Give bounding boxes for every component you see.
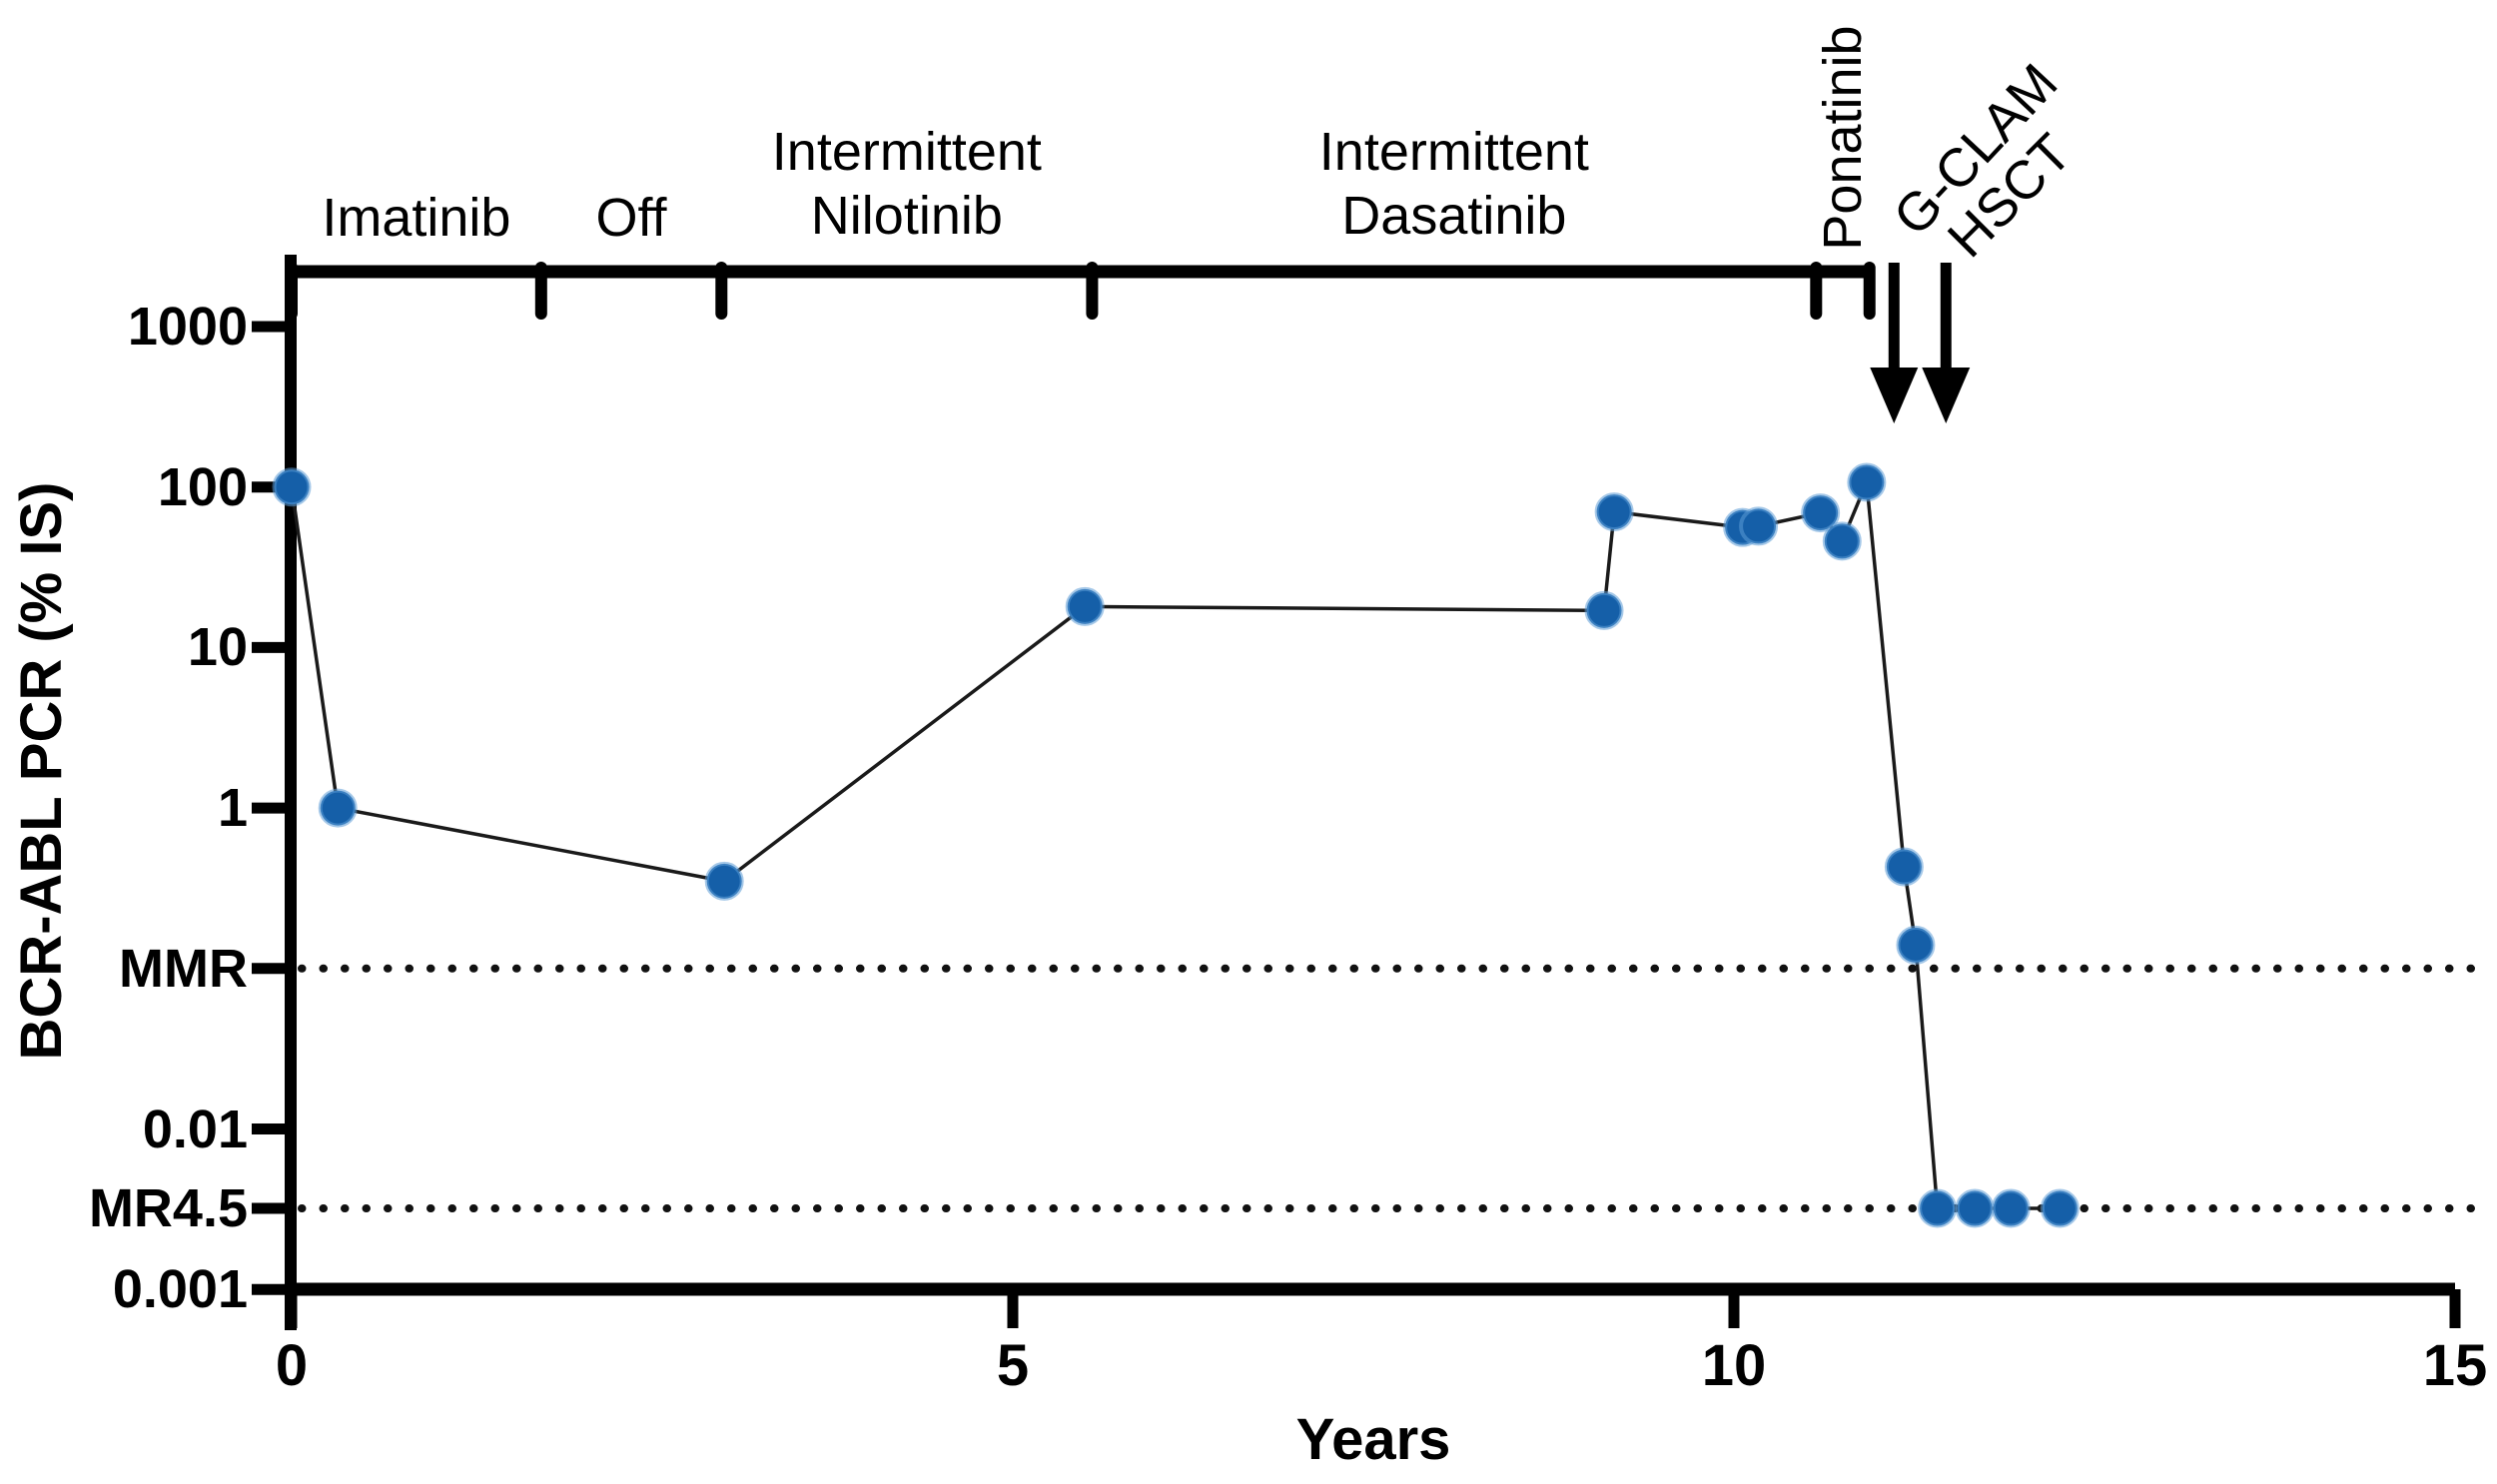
data-point (1065, 586, 1105, 626)
treatment-label-off: Off (595, 188, 667, 248)
treatment-label-imatinib: Imatinib (322, 188, 511, 248)
x-tick-label-15: 15 (2422, 1333, 2488, 1398)
x-tick-label-10: 10 (1701, 1333, 1767, 1398)
x-tick-label-0: 0 (275, 1333, 309, 1398)
y-tick-label-100: 100 (157, 456, 248, 517)
treatment-label-line: Intermittent (771, 122, 1042, 182)
data-point (1822, 521, 1862, 561)
y-tick-label-10: 10 (187, 617, 248, 678)
treatment-label-line: Dasatinib (1341, 186, 1567, 246)
data-point (1896, 925, 1936, 965)
data-point (2040, 1188, 2080, 1228)
data-point (318, 788, 358, 828)
treatment-label-line: Intermittent (1318, 122, 1589, 182)
x-axis-title: Years (1295, 1407, 1451, 1472)
data-point (1884, 847, 1924, 887)
y-tick-label-1000: 1000 (127, 297, 248, 357)
series-line (290, 481, 2061, 1210)
event-arrow-head-G-CLAM (1870, 368, 1919, 423)
data-point (1594, 492, 1634, 532)
data-point (1739, 506, 1779, 546)
treatment-label-ponatinib: Ponatinib (1813, 25, 1874, 251)
event-arrow-head-HSCT (1922, 368, 1971, 423)
data-point (704, 861, 744, 901)
data-point (1955, 1188, 1995, 1228)
x-tick-label-5: 5 (996, 1333, 1030, 1398)
y-tick-label-0.01: 0.01 (142, 1099, 248, 1159)
data-point (1584, 590, 1624, 630)
data-point (272, 467, 312, 507)
data-point (1801, 493, 1841, 533)
y-tick-label-0.001: 0.001 (112, 1259, 248, 1320)
y-tick-label-MMR: MMR (119, 938, 248, 999)
y-tick-label-1: 1 (217, 778, 248, 839)
y-tick-label-MR4.5: MR4.5 (88, 1178, 248, 1239)
treatment-label-intermittent-nilotinib: Intermittent Nilotinib (772, 120, 1042, 248)
data-point (1991, 1188, 2031, 1228)
data-point (1847, 462, 1887, 502)
treatment-label-intermittent-dasatinib: Intermittent Dasatinib (1319, 120, 1589, 248)
treatment-label-line: Nilotinib (810, 186, 1003, 246)
data-point (1918, 1188, 1958, 1228)
